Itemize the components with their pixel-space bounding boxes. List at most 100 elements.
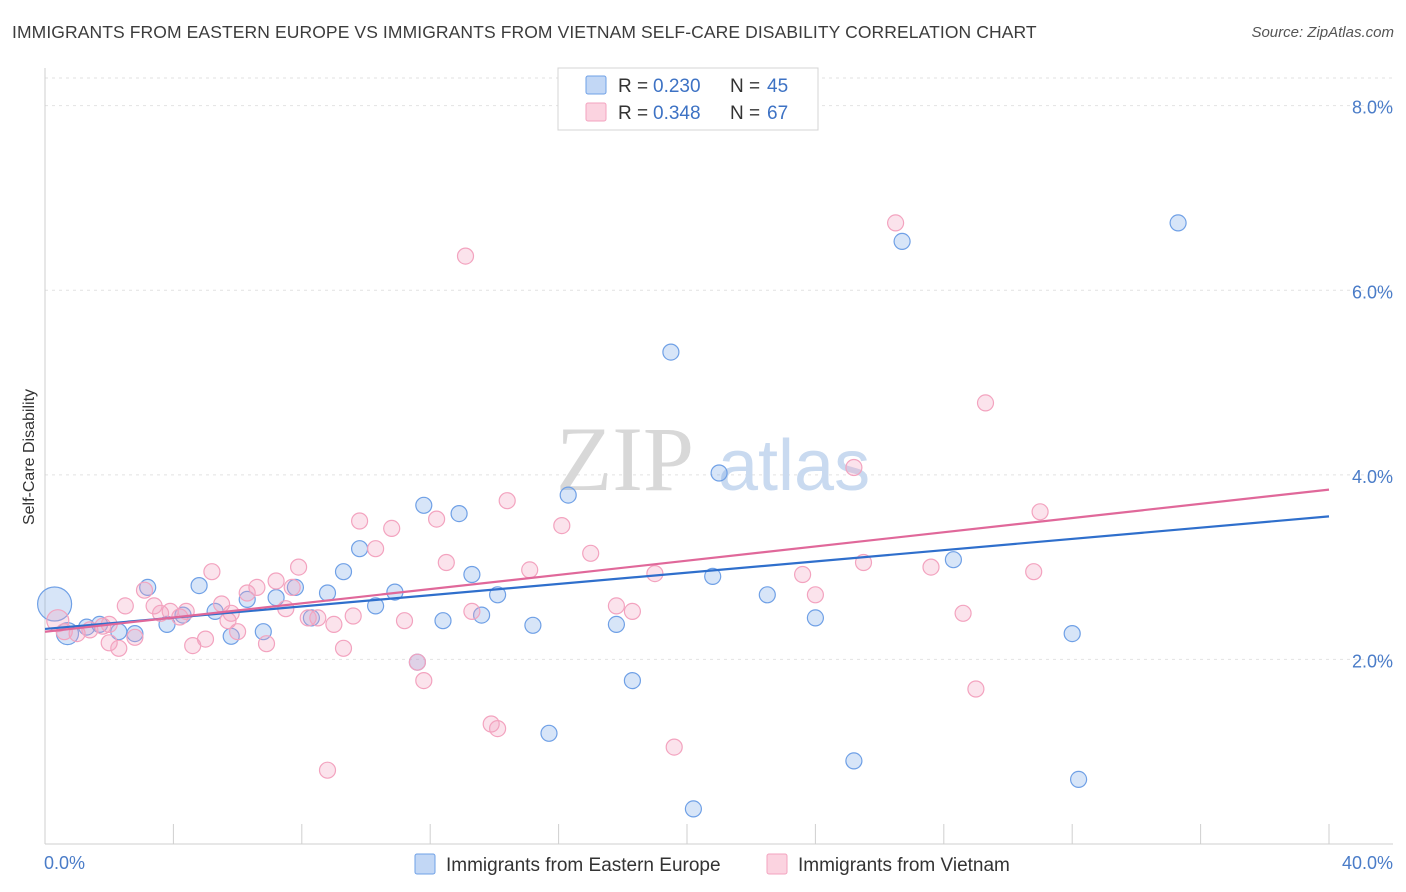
point-eastern-europe-38 bbox=[806, 609, 825, 627]
y-tick-label-3: 8.0% bbox=[1352, 98, 1393, 118]
point-vietnam-33 bbox=[344, 607, 362, 625]
x-tick-labels: 0.0% 40.0% bbox=[44, 853, 1393, 873]
legend-n-label-2: N = bbox=[730, 103, 760, 124]
point-vietnam-42 bbox=[456, 247, 475, 265]
axes bbox=[44, 68, 1393, 845]
point-vietnam-22 bbox=[248, 578, 266, 597]
point-eastern-europe-20 bbox=[367, 597, 385, 615]
point-vietnam-24 bbox=[267, 572, 285, 590]
point-vietnam-41 bbox=[437, 553, 455, 572]
point-vietnam-43 bbox=[463, 602, 481, 621]
point-eastern-europe-27 bbox=[473, 606, 491, 624]
point-eastern-europe-24 bbox=[434, 612, 452, 630]
data-points bbox=[36, 214, 1187, 818]
point-eastern-europe-30 bbox=[559, 486, 577, 504]
point-vietnam-54 bbox=[793, 565, 812, 584]
point-eastern-europe-37 bbox=[758, 586, 776, 604]
point-eastern-europe-25 bbox=[450, 504, 468, 523]
point-eastern-europe-28 bbox=[489, 586, 507, 604]
point-vietnam-0 bbox=[46, 609, 70, 633]
y-tick-label-2: 6.0% bbox=[1352, 282, 1393, 302]
point-vietnam-9 bbox=[135, 581, 154, 599]
point-vietnam-37 bbox=[395, 612, 414, 630]
legend-n-label-1: N = bbox=[730, 76, 760, 97]
point-vietnam-27 bbox=[290, 558, 308, 576]
legend-r-value-1: 0.230 bbox=[653, 76, 701, 97]
watermark-zip: ZIP bbox=[556, 408, 694, 510]
point-vietnam-39 bbox=[415, 671, 433, 690]
trend-lines bbox=[44, 488, 1330, 633]
point-vietnam-38 bbox=[408, 653, 426, 671]
point-vietnam-21 bbox=[238, 584, 256, 602]
point-vietnam-6 bbox=[110, 639, 128, 657]
point-vietnam-8 bbox=[126, 628, 144, 646]
point-vietnam-34 bbox=[351, 512, 369, 530]
point-eastern-europe-18 bbox=[334, 563, 353, 581]
point-eastern-europe-17 bbox=[318, 584, 337, 602]
point-eastern-europe-29 bbox=[524, 616, 542, 634]
point-vietnam-26 bbox=[283, 578, 301, 597]
point-eastern-europe-5 bbox=[126, 624, 144, 643]
point-eastern-europe-19 bbox=[351, 540, 369, 558]
point-eastern-europe-43 bbox=[1069, 770, 1088, 789]
source-credit: Source: ZipAtlas.com bbox=[1251, 24, 1394, 41]
point-eastern-europe-33 bbox=[662, 343, 680, 361]
point-eastern-europe-26 bbox=[463, 565, 481, 584]
bottom-legend-label-vietnam: Immigrants from Vietnam bbox=[798, 855, 1010, 876]
point-eastern-europe-12 bbox=[238, 590, 256, 609]
point-eastern-europe-44 bbox=[1169, 214, 1187, 232]
legend: R = 0.230 N = 45 R = 0.348 N = 67 bbox=[557, 67, 819, 131]
point-eastern-europe-34 bbox=[684, 800, 703, 818]
legend-r-label-1: R = bbox=[618, 76, 648, 97]
y-tick-label-1: 4.0% bbox=[1352, 467, 1393, 487]
point-vietnam-61 bbox=[967, 680, 985, 698]
legend-swatch-eastern-europe bbox=[585, 75, 607, 95]
point-eastern-europe-23 bbox=[415, 496, 433, 514]
point-vietnam-20 bbox=[229, 623, 247, 641]
point-vietnam-29 bbox=[309, 609, 327, 627]
point-vietnam-40 bbox=[428, 510, 446, 528]
watermark-atlas: atlas bbox=[718, 426, 870, 506]
point-vietnam-23 bbox=[257, 635, 276, 653]
point-vietnam-51 bbox=[623, 602, 642, 621]
point-eastern-europe-31 bbox=[607, 615, 626, 634]
point-vietnam-49 bbox=[582, 544, 600, 562]
legend-n-value-2: 67 bbox=[767, 103, 788, 124]
point-vietnam-16 bbox=[196, 630, 215, 648]
x-tick-label-min: 0.0% bbox=[44, 853, 85, 873]
bottom-legend-swatch-vietnam bbox=[766, 853, 788, 875]
point-eastern-europe-41 bbox=[944, 551, 963, 569]
legend-swatch-vietnam bbox=[585, 102, 607, 122]
point-eastern-europe-45 bbox=[540, 724, 558, 742]
point-vietnam-32 bbox=[334, 639, 353, 657]
point-vietnam-5 bbox=[100, 634, 118, 652]
point-eastern-europe-39 bbox=[845, 752, 863, 770]
point-vietnam-46 bbox=[498, 492, 516, 510]
point-vietnam-50 bbox=[607, 597, 626, 615]
point-eastern-europe-42 bbox=[1063, 624, 1081, 643]
point-vietnam-58 bbox=[886, 214, 905, 232]
point-vietnam-7 bbox=[116, 597, 134, 615]
point-vietnam-63 bbox=[1025, 563, 1043, 581]
chart-title: IMMIGRANTS FROM EASTERN EUROPE VS IMMIGR… bbox=[12, 22, 1037, 42]
point-vietnam-59 bbox=[922, 558, 940, 576]
point-eastern-europe-32 bbox=[623, 671, 642, 690]
point-vietnam-17 bbox=[203, 563, 221, 581]
point-vietnam-47 bbox=[521, 561, 539, 579]
point-vietnam-60 bbox=[954, 604, 972, 622]
point-vietnam-36 bbox=[383, 519, 401, 538]
bottom-legend-label-eastern-europe: Immigrants from Eastern Europe bbox=[446, 855, 721, 876]
trend-line-vietnam bbox=[44, 488, 1330, 633]
point-vietnam-52 bbox=[646, 564, 664, 583]
point-vietnam-35 bbox=[367, 540, 385, 558]
legend-r-value-2: 0.348 bbox=[653, 103, 701, 124]
legend-r-label-2: R = bbox=[618, 103, 648, 124]
point-eastern-europe-35 bbox=[704, 567, 722, 586]
point-vietnam-31 bbox=[325, 615, 343, 634]
bottom-legend-swatch-eastern-europe bbox=[414, 853, 436, 875]
point-eastern-europe-9 bbox=[190, 576, 208, 595]
trend-line-eastern-europe bbox=[44, 515, 1330, 631]
point-vietnam-45 bbox=[489, 719, 507, 738]
point-vietnam-64 bbox=[1031, 503, 1049, 521]
